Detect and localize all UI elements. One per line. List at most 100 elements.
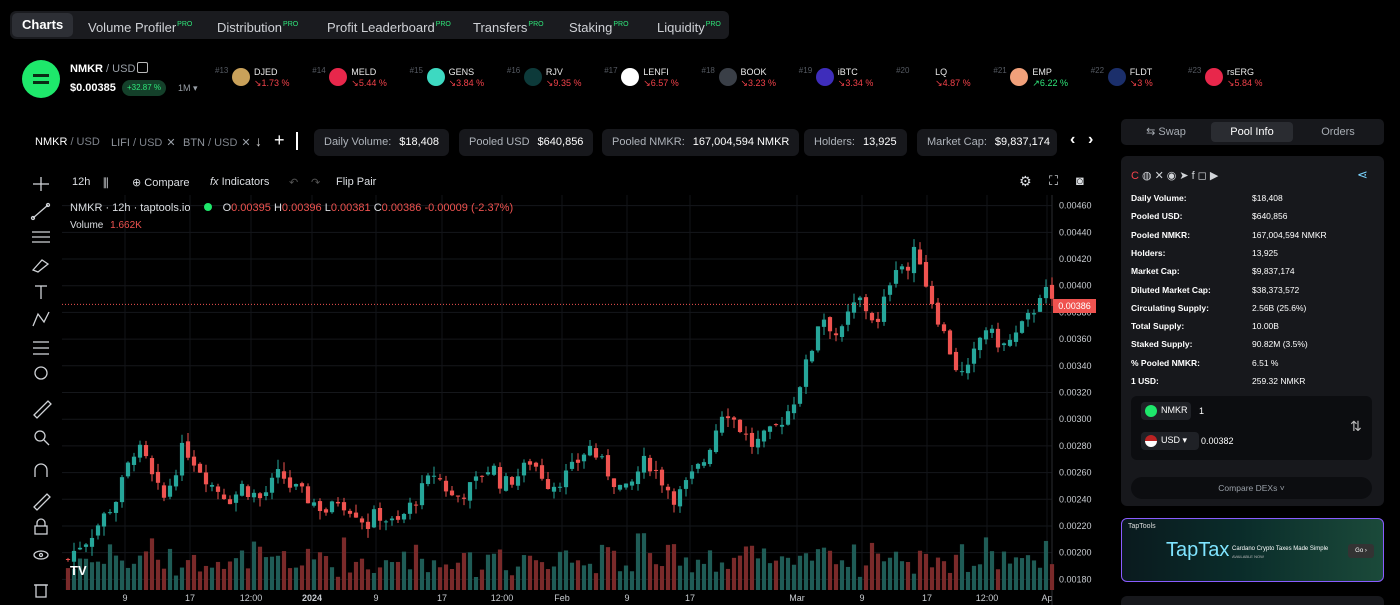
zoom-icon[interactable] bbox=[34, 430, 50, 446]
facebook-icon[interactable]: f bbox=[1191, 170, 1198, 182]
ruler-icon[interactable] bbox=[33, 400, 52, 419]
compare-dexs-button[interactable]: Compare DEXs ˅ bbox=[1131, 477, 1372, 499]
tab-liquidity[interactable]: LiquidityPRO bbox=[657, 20, 721, 35]
candle bbox=[293, 484, 299, 487]
instagram-icon[interactable]: ◻ bbox=[1197, 170, 1210, 182]
candle bbox=[155, 471, 161, 483]
fullscreen-icon[interactable]: ⛶ bbox=[1049, 173, 1059, 188]
volume-bar bbox=[77, 558, 83, 590]
volume-bar bbox=[809, 560, 815, 590]
telegram-icon[interactable]: ➤ bbox=[1179, 170, 1192, 182]
fib-icon[interactable] bbox=[32, 231, 50, 243]
share-icon[interactable]: ⋖ bbox=[1357, 167, 1368, 182]
tab-transfers[interactable]: TransfersPRO bbox=[473, 20, 544, 35]
add-pair-icon[interactable]: + bbox=[274, 130, 285, 150]
volume-bar bbox=[245, 568, 251, 590]
tab-pool-info[interactable]: Pool Info bbox=[1211, 122, 1293, 142]
website-icon[interactable]: C bbox=[1131, 170, 1142, 182]
tab-swap[interactable]: ⇆ Swap bbox=[1146, 126, 1186, 138]
candle bbox=[629, 481, 635, 486]
y-tick-label: 0.00340 bbox=[1059, 361, 1092, 371]
timeframe-select[interactable]: 1M ▾ bbox=[178, 83, 198, 93]
tab-volume-profiler[interactable]: Volume ProfilerPRO bbox=[88, 20, 193, 35]
tab-charts[interactable]: Charts bbox=[12, 13, 74, 37]
youtube-icon[interactable]: ▶ bbox=[1209, 170, 1222, 182]
volume-bar bbox=[491, 553, 497, 590]
magnet-icon[interactable] bbox=[34, 463, 48, 477]
volume-bar bbox=[635, 533, 641, 590]
social-links[interactable]: C◍✕◉➤f◻▶ bbox=[1131, 169, 1221, 182]
lock-icon[interactable] bbox=[34, 518, 48, 535]
close-icon[interactable]: ✕ bbox=[166, 137, 176, 149]
price-chart[interactable]: 0.004600.004400.004200.004000.003800.003… bbox=[62, 195, 1100, 605]
candle bbox=[1019, 321, 1025, 333]
coin-logo-icon bbox=[523, 68, 542, 86]
volume-bar bbox=[659, 566, 665, 590]
arrow-down-icon[interactable]: ↓ bbox=[255, 133, 262, 149]
volume-bar bbox=[725, 568, 731, 590]
tab-profit-leaderboard[interactable]: Profit LeaderboardPRO bbox=[327, 20, 451, 35]
volume-bar bbox=[791, 564, 797, 590]
flip-pair-button[interactable]: Flip Pair bbox=[336, 176, 377, 188]
pair-tab-lifi[interactable]: LIFI / USD ✕ bbox=[111, 137, 176, 149]
banner-go-button[interactable]: Go › bbox=[1348, 544, 1374, 558]
tab-distribution[interactable]: DistributionPRO bbox=[217, 20, 299, 35]
pair-tab-btn[interactable]: BTN / USD ✕ bbox=[183, 137, 251, 149]
compare-button[interactable]: ⊕ Compare bbox=[132, 177, 190, 189]
trash-icon[interactable] bbox=[34, 584, 48, 598]
eye-icon[interactable] bbox=[33, 550, 49, 560]
candle bbox=[455, 495, 461, 497]
interval-select[interactable]: 12h bbox=[72, 176, 91, 188]
emoji-icon[interactable] bbox=[34, 366, 48, 380]
close-icon[interactable]: ✕ bbox=[241, 137, 251, 149]
trendline-icon[interactable] bbox=[30, 202, 51, 221]
token-select[interactable]: NMKR bbox=[1141, 402, 1191, 420]
candle bbox=[905, 266, 911, 271]
pair-tab-nmkr[interactable]: NMKR / USD bbox=[35, 136, 100, 148]
prediction-icon[interactable] bbox=[33, 341, 49, 355]
lock-draw-icon[interactable] bbox=[33, 493, 51, 511]
volume-bar bbox=[167, 548, 173, 590]
tab-orders[interactable]: Orders bbox=[1321, 126, 1355, 138]
twitter-icon[interactable]: ✕ bbox=[1154, 170, 1167, 182]
candle bbox=[599, 456, 605, 458]
taptax-banner[interactable]: TapTools TapTax Cardano Crypto Taxes Mad… bbox=[1121, 518, 1384, 582]
volume-bar bbox=[221, 568, 227, 590]
crosshair-icon[interactable] bbox=[33, 177, 49, 191]
camera-icon[interactable]: ◙ bbox=[1076, 173, 1084, 188]
ticker-change: ↘1.73 % bbox=[254, 78, 290, 88]
ticker-change: ↘5.84 % bbox=[1227, 78, 1263, 88]
ticker-change: ↘6.57 % bbox=[643, 78, 679, 88]
candle-type-icon[interactable]: ⫼ bbox=[103, 176, 109, 190]
copy-icon[interactable] bbox=[137, 62, 148, 73]
indicators-button[interactable]: fx Indicators bbox=[210, 176, 270, 188]
candle bbox=[827, 317, 833, 332]
chevron-left-icon[interactable]: ‹ bbox=[1070, 131, 1076, 148]
volume-bar bbox=[587, 563, 593, 590]
volume-bar bbox=[1019, 558, 1025, 590]
brush-icon[interactable] bbox=[31, 259, 50, 273]
chevron-right-icon[interactable]: › bbox=[1088, 131, 1094, 148]
text-icon[interactable] bbox=[35, 285, 47, 299]
candle bbox=[701, 462, 707, 466]
globe-icon[interactable]: ◍ bbox=[1141, 170, 1155, 182]
coin-logo-icon bbox=[329, 68, 348, 86]
volume-bar bbox=[887, 557, 893, 590]
pattern-icon[interactable] bbox=[32, 311, 50, 327]
fiat-amount-input[interactable]: 0.00382 bbox=[1201, 436, 1234, 446]
swap-direction-icon[interactable]: ⇅ bbox=[1350, 418, 1362, 434]
candle bbox=[95, 525, 101, 536]
volume-bar bbox=[119, 560, 125, 590]
redo-icon[interactable]: ↷ bbox=[311, 177, 321, 189]
undo-icon[interactable]: ↶ bbox=[289, 177, 299, 189]
discord-icon[interactable]: ◉ bbox=[1166, 170, 1180, 182]
volume-bar bbox=[407, 569, 413, 590]
fiat-select[interactable]: USD ▾ bbox=[1141, 432, 1199, 450]
candle bbox=[857, 297, 863, 301]
volume-bar bbox=[839, 560, 845, 590]
gear-icon[interactable]: ⚙ bbox=[1019, 173, 1032, 189]
tab-staking[interactable]: StakingPRO bbox=[569, 20, 629, 35]
plus-circle-icon: ⊕ bbox=[132, 177, 142, 189]
token-amount-input[interactable]: 1 bbox=[1199, 406, 1205, 416]
pool-info-value: 13,925 bbox=[1252, 247, 1278, 258]
